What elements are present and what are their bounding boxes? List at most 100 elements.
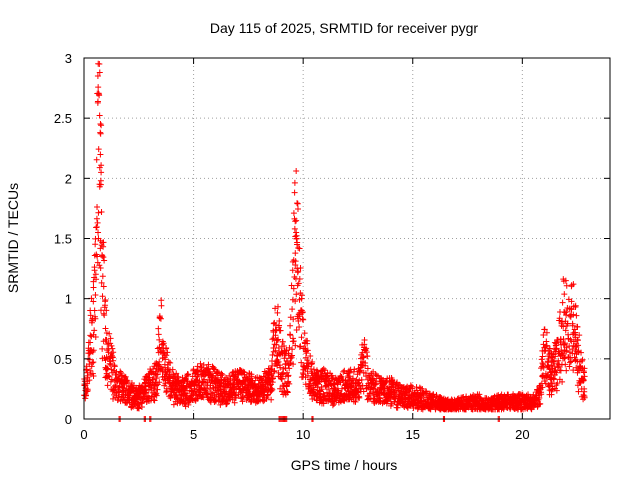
data-point: [572, 302, 579, 309]
data-point: [148, 393, 155, 400]
data-point: [303, 350, 310, 357]
data-point: [360, 388, 367, 395]
data-point: [232, 392, 239, 399]
data-point: [241, 369, 248, 376]
data-point: [536, 385, 543, 392]
data-point: [175, 373, 182, 380]
data-point: [83, 366, 90, 373]
data-point: [304, 368, 311, 375]
data-point: [163, 345, 170, 352]
data-point: [553, 345, 560, 352]
data-point: [299, 316, 306, 323]
data-point: [295, 244, 302, 251]
data-point: [290, 210, 297, 217]
data-point: [364, 353, 371, 360]
data-point: [559, 378, 566, 385]
data-point: [155, 325, 162, 332]
data-point: [363, 345, 370, 352]
data-point: [539, 384, 546, 391]
data-point: [102, 357, 109, 364]
data-point: [104, 365, 111, 372]
data-point: [152, 391, 159, 398]
data-point: [295, 280, 302, 287]
data-point: [110, 357, 117, 364]
data-point: [268, 387, 275, 394]
data-point: [93, 223, 100, 230]
data-point: [560, 323, 567, 330]
data-point: [318, 386, 325, 393]
data-point: [576, 332, 583, 339]
data-point: [219, 371, 226, 378]
data-point: [293, 235, 300, 242]
data-point: [543, 338, 550, 345]
data-point: [562, 340, 569, 347]
data-point: [298, 334, 305, 341]
data-point: [106, 330, 113, 337]
data-point: [339, 376, 346, 383]
data-point: [107, 340, 114, 347]
grid-lines: [84, 58, 610, 419]
data-point: [92, 292, 99, 299]
data-point: [570, 311, 577, 318]
data-point: [207, 368, 214, 375]
data-point: [413, 387, 420, 394]
data-point: [157, 315, 164, 322]
data-point: [96, 112, 103, 119]
data-point: [552, 353, 559, 360]
data-point: [231, 399, 238, 406]
data-point: [346, 369, 353, 376]
data-point: [90, 284, 97, 291]
data-point: [284, 389, 291, 396]
data-point: [277, 364, 284, 371]
data-point: [340, 368, 347, 375]
data-point: [90, 359, 97, 366]
data-point: [142, 389, 149, 396]
data-point: [566, 363, 573, 370]
data-point: [190, 366, 197, 373]
data-point: [525, 391, 532, 398]
y-axis-label: SRMTID / TECUs: [5, 183, 21, 293]
data-point: [561, 291, 568, 298]
data-point: [110, 349, 117, 356]
y-tick-label: 2.5: [54, 111, 72, 126]
data-point: [562, 277, 569, 284]
data-point: [94, 259, 101, 266]
data-point: [284, 358, 291, 365]
data-point: [297, 343, 304, 350]
data-point: [546, 366, 553, 373]
data-point: [575, 342, 582, 349]
data-point: [289, 267, 296, 274]
data-point: [358, 376, 365, 383]
data-point: [163, 389, 170, 396]
data-point: [205, 361, 212, 368]
x-tick-label: 0: [80, 427, 87, 442]
data-point: [290, 316, 297, 323]
data-point: [558, 319, 565, 326]
data-point: [240, 394, 247, 401]
data-point: [398, 393, 405, 400]
data-point: [548, 391, 555, 398]
data-point: [553, 369, 560, 376]
data-point: [94, 204, 101, 211]
data-point: [416, 384, 423, 391]
data-point: [99, 253, 106, 260]
data-point: [476, 391, 483, 398]
data-point: [99, 345, 106, 352]
data-point: [294, 200, 301, 207]
data-point: [150, 396, 157, 403]
data-point: [271, 367, 278, 374]
data-point: [274, 309, 281, 316]
data-point: [351, 366, 358, 373]
y-tick-label: 1: [65, 292, 72, 307]
data-point: [102, 325, 109, 332]
data-point: [294, 241, 301, 248]
data-point: [545, 359, 552, 366]
data-point: [217, 385, 224, 392]
data-point: [296, 276, 303, 283]
data-point: [298, 292, 305, 299]
data-point: [169, 366, 176, 373]
data-point: [562, 327, 569, 334]
x-tick-label: 10: [296, 427, 310, 442]
data-point: [538, 356, 545, 363]
data-point: [100, 283, 107, 290]
